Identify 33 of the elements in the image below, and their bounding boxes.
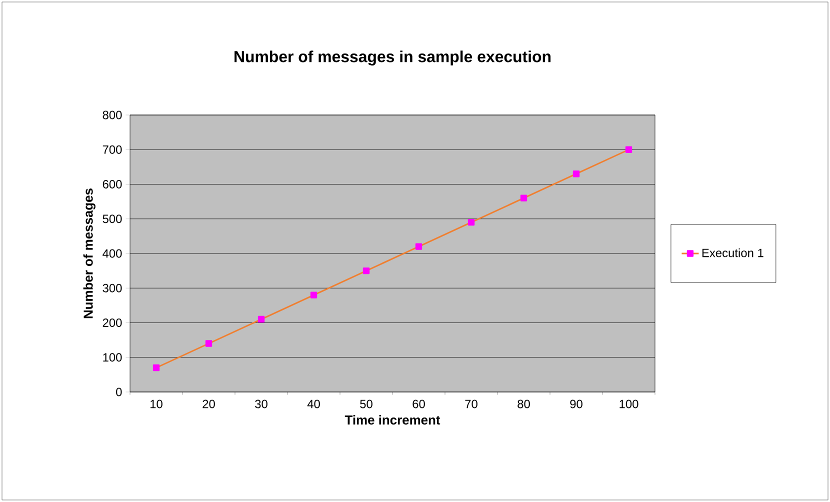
point (572, 170, 580, 178)
point (310, 292, 318, 298)
x-tick-label: 20 (202, 400, 215, 408)
y-tick-label: 400 (102, 249, 122, 258)
y-axis-title: Number of messages (83, 188, 96, 318)
point (258, 316, 265, 323)
x-tick-label: 100 (620, 400, 638, 408)
x-axis-title: Time increment (344, 415, 440, 425)
y-tick-label: 0 (116, 388, 122, 396)
x-tick-label: 90 (570, 400, 582, 408)
y-tick-label: 200 (102, 318, 122, 327)
chart-title: Number of messages in sample execution (234, 50, 551, 66)
x-tick-label: 50 (360, 400, 372, 408)
legend-label: Execution 1 (702, 248, 764, 258)
x-tick-label: 60 (412, 400, 425, 408)
point (205, 340, 212, 347)
point (152, 364, 160, 372)
x-tick-label: 30 (255, 400, 268, 408)
x-tick-label: 10 (150, 400, 162, 408)
y-tick-label: 600 (102, 180, 122, 188)
point (415, 243, 422, 250)
point (520, 194, 528, 202)
point (468, 218, 475, 226)
y-tick-label: 800 (102, 110, 122, 120)
point (625, 146, 632, 153)
y-tick-label: 500 (102, 214, 122, 224)
point (362, 267, 370, 274)
x-tick-label: 80 (518, 400, 530, 408)
y-tick-label: 700 (102, 145, 122, 154)
y-tick-label: 100 (103, 353, 122, 362)
y-tick-label: 300 (102, 284, 122, 292)
x-tick-label: 70 (465, 400, 478, 408)
x-tick-label: 40 (307, 400, 320, 408)
